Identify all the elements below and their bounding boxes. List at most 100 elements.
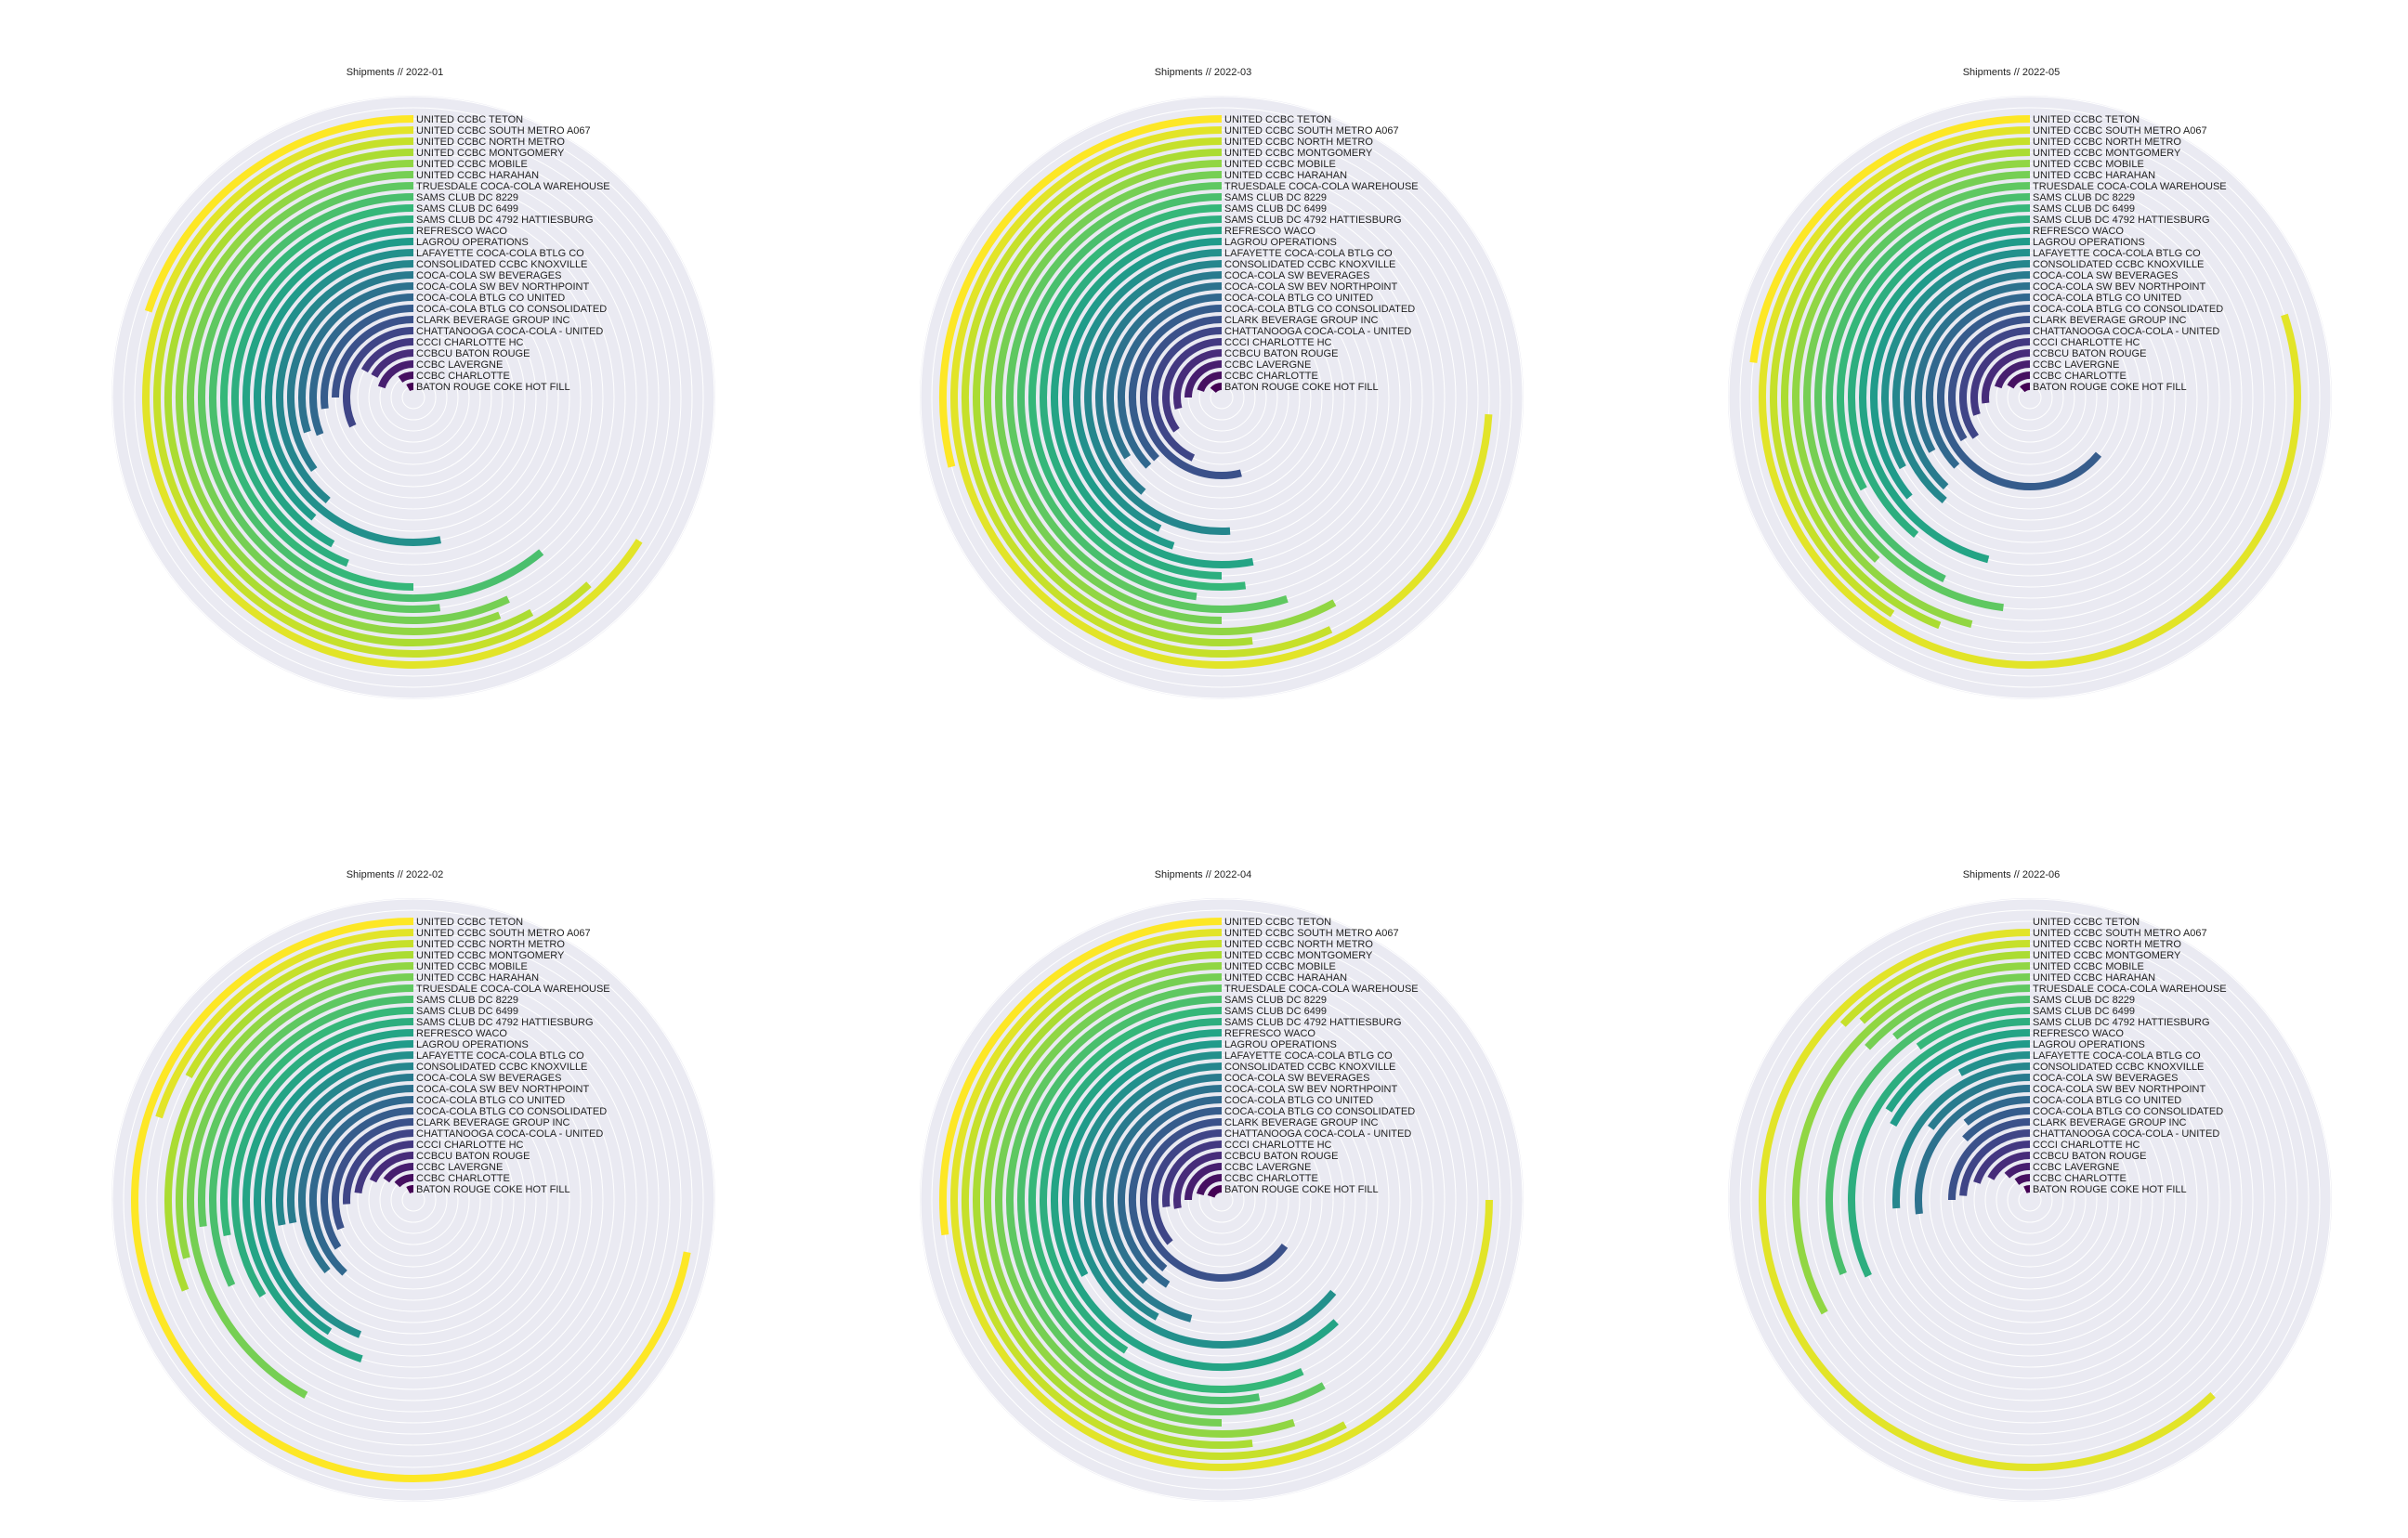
category-label: SAMS CLUB DC 8229 bbox=[416, 192, 518, 203]
radial-bar bbox=[354, 1140, 414, 1194]
radial-bar bbox=[1151, 327, 1223, 462]
polar-grid-ring bbox=[1728, 96, 2332, 699]
radial-bar bbox=[164, 149, 534, 646]
category-label: SAMS CLUB DC 6499 bbox=[2033, 1006, 2135, 1017]
radial-bar bbox=[176, 962, 414, 1259]
category-label: UNITED CCBC HARAHAN bbox=[1224, 972, 1347, 984]
category-label: BATON ROUGE COKE HOT FILL bbox=[416, 1184, 570, 1195]
radial-bar bbox=[142, 126, 643, 669]
radial-bar bbox=[187, 973, 414, 1399]
polar-grid-ring bbox=[920, 96, 1524, 699]
category-label: CLARK BEVERAGE GROUP INC bbox=[2033, 315, 2187, 326]
chart-title: Shipments // 2022-06 bbox=[1963, 869, 2061, 880]
category-label: CCBC CHARLOTTE bbox=[1224, 1173, 1318, 1184]
radial-bar bbox=[1904, 271, 2031, 490]
radial-bar bbox=[1959, 1129, 2031, 1196]
category-label: SAMS CLUB DC 4792 HATTIESBURG bbox=[416, 215, 594, 226]
radial-bar bbox=[1865, 973, 2031, 1050]
radial-bar bbox=[1118, 293, 1223, 469]
category-label: LAFAYETTE COCA-COLA BTLG CO bbox=[1224, 248, 1393, 259]
radial-bar bbox=[1073, 249, 1223, 532]
radial-bar bbox=[406, 382, 414, 392]
radial-bar bbox=[1916, 1007, 2031, 1050]
category-label: UNITED CCBC MOBILE bbox=[1224, 961, 1336, 972]
category-label: SAMS CLUB DC 6499 bbox=[2033, 203, 2135, 215]
category-label: LAFAYETTE COCA-COLA BTLG CO bbox=[416, 248, 584, 259]
radial-bar bbox=[973, 951, 1253, 1449]
radial-bar bbox=[383, 1163, 414, 1183]
polar-grid-ring bbox=[111, 898, 715, 1502]
radial-bar bbox=[1869, 238, 2031, 500]
category-label: CCBCU BATON ROUGE bbox=[1224, 1151, 1338, 1162]
category-label: UNITED CCBC SOUTH METRO A067 bbox=[2033, 125, 2207, 137]
category-label: CLARK BEVERAGE GROUP INC bbox=[1224, 1117, 1379, 1128]
radial-bar bbox=[1814, 182, 2031, 612]
polar-grid-ring bbox=[123, 107, 704, 688]
category-label: CONSOLIDATED CCBC KNOXVILLE bbox=[2033, 259, 2204, 270]
category-label: UNITED CCBC SOUTH METRO A067 bbox=[2033, 928, 2207, 939]
radial-bar bbox=[1073, 1051, 1337, 1349]
category-label: SAMS CLUB DC 8229 bbox=[1224, 192, 1327, 203]
category-label: LAFAYETTE COCA-COLA BTLG CO bbox=[2033, 248, 2201, 259]
radial-bar bbox=[1051, 227, 1254, 568]
radial-bar bbox=[1781, 149, 2031, 630]
radial-bar bbox=[2007, 371, 2031, 389]
category-label: SAMS CLUB DC 4792 HATTIESBURG bbox=[1224, 215, 1402, 226]
category-label: TRUESDALE COCA-COLA WAREHOUSE bbox=[1224, 181, 1419, 192]
radial-bar bbox=[155, 929, 414, 1119]
radial-bar bbox=[995, 171, 1223, 624]
radial-bar bbox=[973, 149, 1253, 646]
category-label: UNITED CCBC TETON bbox=[1224, 114, 1331, 125]
radial-bar bbox=[939, 918, 1223, 1236]
radial-bar bbox=[950, 126, 1493, 669]
radial-bar bbox=[984, 160, 1337, 635]
radial-bar bbox=[1770, 137, 2031, 618]
category-label: SAMS CLUB DC 4792 HATTIESBURG bbox=[1224, 1017, 1402, 1028]
radial-bar bbox=[343, 1129, 414, 1205]
category-label: UNITED CCBC SOUTH METRO A067 bbox=[416, 928, 591, 939]
radial-bar bbox=[242, 227, 414, 548]
radial-bar bbox=[1963, 1096, 2031, 1126]
radial-bar bbox=[1084, 1062, 1223, 1321]
radial-bar bbox=[1173, 349, 1223, 410]
radial-bar bbox=[197, 182, 441, 613]
category-label: COCA-COLA BTLG CO UNITED bbox=[416, 1095, 565, 1106]
category-label: BATON ROUGE COKE HOT FILL bbox=[416, 382, 570, 393]
panels: UNITED CCBC TETON UNITED CCBC SOUTH METRO… bbox=[111, 67, 2332, 1502]
radial-bar bbox=[1184, 1163, 1223, 1201]
category-label: COCA-COLA BTLG CO UNITED bbox=[2033, 293, 2181, 304]
chart-title: Shipments // 2022-02 bbox=[347, 869, 444, 880]
radial-bar bbox=[1062, 1040, 1223, 1277]
category-label: BATON ROUGE COKE HOT FILL bbox=[1224, 1184, 1379, 1195]
category-label: REFRESCO WACO bbox=[416, 1028, 507, 1039]
radial-bar bbox=[1129, 305, 1223, 462]
category-label: CCBC LAVERGNE bbox=[1224, 1162, 1311, 1173]
category-label: LAGROU OPERATIONS bbox=[1224, 1039, 1337, 1050]
radial-bar bbox=[1826, 193, 2031, 583]
radial-bar bbox=[2004, 1163, 2031, 1179]
category-label: COCA-COLA BTLG CO CONSOLIDATED bbox=[1224, 304, 1415, 315]
radial-bar bbox=[1051, 1029, 1339, 1371]
radial-bar bbox=[332, 1118, 414, 1231]
category-label: UNITED CCBC TETON bbox=[416, 114, 523, 125]
radial-bar bbox=[1994, 360, 2031, 389]
category-label: CCCI CHARLOTTE HC bbox=[2033, 337, 2140, 348]
polar-grid-ring bbox=[1750, 920, 2310, 1479]
radial-bar bbox=[950, 929, 1493, 1471]
category-label: CCCI CHARLOTTE HC bbox=[1224, 1140, 1332, 1151]
radial-bar bbox=[1118, 1096, 1223, 1288]
category-label: TRUESDALE COCA-COLA WAREHOUSE bbox=[1224, 984, 1419, 995]
radial-bar bbox=[321, 1107, 414, 1250]
category-label: LAFAYETTE COCA-COLA BTLG CO bbox=[416, 1050, 584, 1062]
chart-title: Shipments // 2022-03 bbox=[1155, 67, 1252, 78]
category-label: COCA-COLA BTLG CO CONSOLIDATED bbox=[1224, 1106, 1415, 1117]
radial-bar bbox=[220, 204, 414, 591]
radial-bar bbox=[265, 249, 441, 546]
category-label: COCA-COLA BTLG CO CONSOLIDATED bbox=[416, 304, 607, 315]
category-label: CCCI CHARLOTTE HC bbox=[416, 1140, 524, 1151]
polar-background bbox=[1728, 898, 2332, 1502]
category-label: BATON ROUGE COKE HOT FILL bbox=[1224, 382, 1379, 393]
polar-grid-ring bbox=[920, 898, 1524, 1502]
